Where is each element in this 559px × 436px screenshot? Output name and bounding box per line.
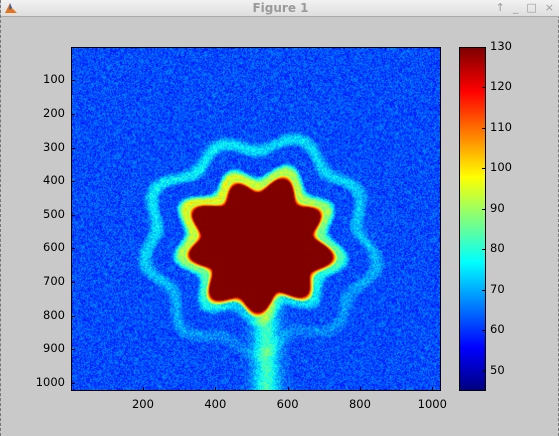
window-title: Figure 1 xyxy=(252,1,309,15)
colorbar-tick-label: 60 xyxy=(490,322,505,337)
x-tick-label: 200 xyxy=(131,397,154,411)
tick-mark xyxy=(71,248,75,250)
tick-mark xyxy=(482,127,486,129)
y-tick-label: 300 xyxy=(43,139,65,154)
window-controls: ↑ _ □ × xyxy=(496,0,554,16)
colorbar xyxy=(459,47,486,391)
tick-mark xyxy=(71,349,75,351)
tick-mark xyxy=(71,147,75,149)
x-tick-label: 1000 xyxy=(417,397,447,411)
tick-mark xyxy=(482,330,486,332)
tick-mark xyxy=(71,181,75,183)
y-tick-label: 400 xyxy=(43,173,65,188)
tick-mark xyxy=(142,387,144,391)
tick-mark xyxy=(71,113,75,115)
colorbar-tick-label: 100 xyxy=(490,160,512,175)
pin-button[interactable]: ↑ xyxy=(495,1,505,14)
tick-mark xyxy=(482,168,486,170)
colorbar-tick-label: 110 xyxy=(490,119,512,134)
tick-mark xyxy=(482,249,486,251)
y-tick-label: 500 xyxy=(43,206,65,221)
tick-mark xyxy=(482,47,486,48)
matlab-icon xyxy=(5,3,17,13)
tick-mark xyxy=(71,214,75,216)
colorbar-tick-label: 90 xyxy=(490,200,505,215)
tick-mark xyxy=(287,387,289,391)
tick-mark xyxy=(432,387,434,391)
colorbar-tick-label: 80 xyxy=(490,241,505,256)
tick-mark xyxy=(482,208,486,210)
tick-mark xyxy=(71,315,75,317)
colorbar-tick-label: 130 xyxy=(490,39,512,53)
heatmap-image[interactable] xyxy=(71,47,441,391)
tick-mark xyxy=(71,282,75,284)
x-tick-label: 800 xyxy=(348,397,371,411)
y-tick-label: 900 xyxy=(43,341,65,356)
maximize-button[interactable]: □ xyxy=(526,1,537,14)
colorbar-tick-label: 50 xyxy=(490,362,505,377)
colorbar-tick-label: 120 xyxy=(490,79,512,94)
colorbar-tick-label: 70 xyxy=(490,281,505,296)
y-tick-label: 700 xyxy=(43,274,65,289)
tick-mark xyxy=(71,382,75,384)
y-tick-label: 1000 xyxy=(35,374,65,389)
minimize-button[interactable]: _ xyxy=(512,1,519,14)
tick-mark xyxy=(359,387,361,391)
y-tick-label: 200 xyxy=(43,105,65,120)
tick-mark xyxy=(215,387,217,391)
x-tick-label: 400 xyxy=(204,397,227,411)
y-tick-label: 600 xyxy=(43,240,65,255)
tick-mark xyxy=(482,289,486,291)
x-tick-label: 600 xyxy=(276,397,299,411)
y-tick-label: 800 xyxy=(43,307,65,322)
title-bar[interactable]: Figure 1 ↑ _ □ × xyxy=(1,0,559,17)
y-tick-label: 100 xyxy=(43,72,65,87)
close-button[interactable]: × xyxy=(544,1,554,14)
tick-mark xyxy=(71,80,75,82)
tick-mark xyxy=(482,87,486,89)
tick-mark xyxy=(482,370,486,372)
